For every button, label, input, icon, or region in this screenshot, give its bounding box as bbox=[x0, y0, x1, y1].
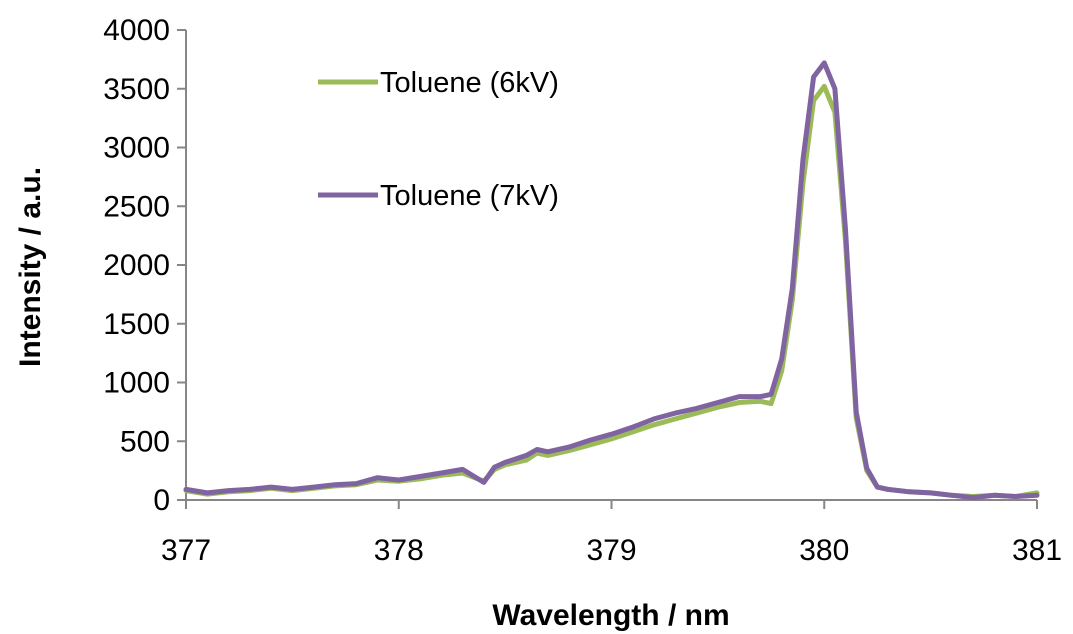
y-tick-label: 3000 bbox=[103, 132, 170, 165]
y-tick-label: 2500 bbox=[103, 190, 170, 223]
legend: Toluene (6kV) Toluene (7kV) bbox=[318, 67, 559, 212]
x-tick-label: 378 bbox=[374, 534, 424, 567]
series-line-2 bbox=[183, 60, 1040, 501]
x-ticks: 377 378 379 380 381 bbox=[161, 500, 1062, 567]
x-tick-label: 379 bbox=[586, 534, 636, 567]
y-tick-label: 500 bbox=[120, 425, 170, 458]
y-tick-label: 1500 bbox=[103, 308, 170, 341]
legend-label: Toluene (7kV) bbox=[380, 180, 559, 212]
x-tick-label: 381 bbox=[1012, 534, 1062, 567]
series-layer bbox=[183, 60, 1040, 501]
x-axis-title: Wavelength / nm bbox=[492, 599, 729, 632]
axes: 377 378 379 380 381 0 500 1000 1500 2000 2500 3000… bbox=[103, 14, 1062, 567]
y-tick-label: 0 bbox=[153, 484, 170, 517]
y-tick-label: 2000 bbox=[103, 249, 170, 282]
legend-item-1: Toluene (6kV) bbox=[318, 67, 559, 99]
y-tick-label: 1000 bbox=[103, 367, 170, 400]
x-tick-label: 380 bbox=[799, 534, 849, 567]
y-axis-title: Intensity / a.u. bbox=[14, 167, 47, 367]
x-tick-label: 377 bbox=[161, 534, 211, 567]
legend-label: Toluene (6kV) bbox=[380, 67, 559, 99]
legend-item-2: Toluene (7kV) bbox=[318, 180, 559, 212]
y-tick-label: 4000 bbox=[103, 14, 170, 47]
y-tick-label: 3500 bbox=[103, 73, 170, 106]
y-ticks: 0 500 1000 1500 2000 2500 3000 3500 4000 bbox=[103, 14, 186, 517]
